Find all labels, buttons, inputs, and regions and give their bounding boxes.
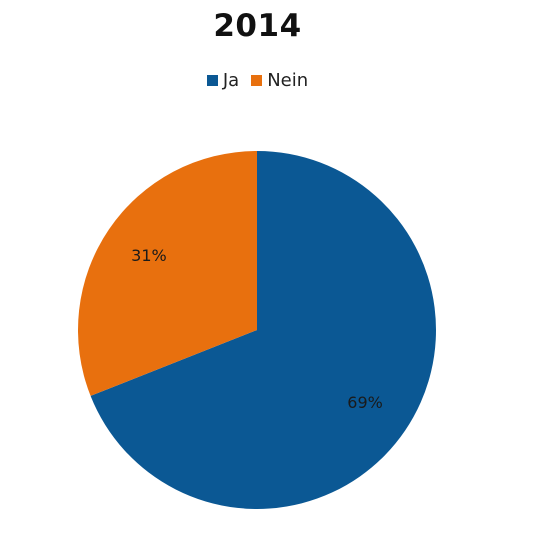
legend-item-ja: Ja <box>206 70 240 91</box>
pie-slice-ja <box>90 151 436 509</box>
legend-item-nein: Nein <box>251 70 308 91</box>
slice-label-nein: 31% <box>131 246 167 265</box>
legend: Ja Nein <box>0 70 515 91</box>
legend-swatch-ja <box>206 75 218 86</box>
legend-label-nein: Nein <box>267 70 309 91</box>
pie-slice-nein <box>78 151 257 396</box>
legend-label-ja: Ja <box>222 70 240 91</box>
chart-title: 2014 <box>213 8 302 44</box>
slice-label-ja: 69% <box>347 393 383 412</box>
legend-swatch-nein <box>251 75 263 86</box>
